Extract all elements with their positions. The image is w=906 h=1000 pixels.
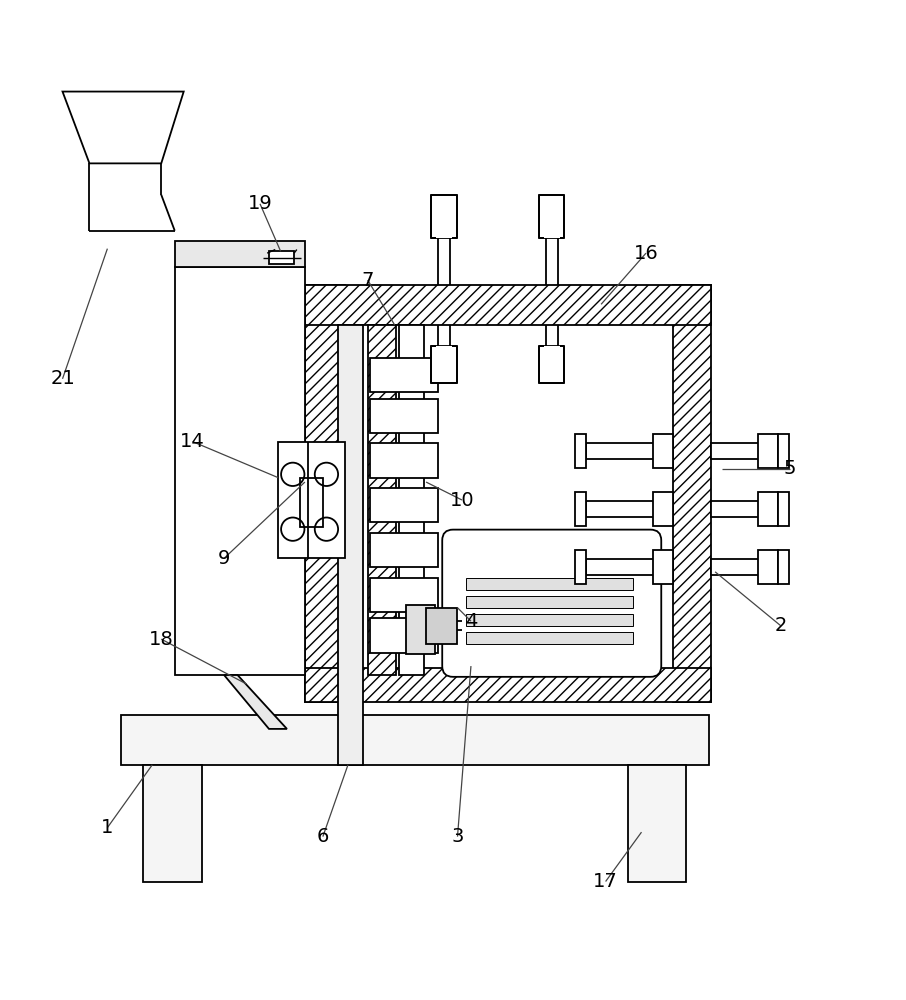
Bar xyxy=(586,443,673,459)
Text: 16: 16 xyxy=(633,244,659,263)
Bar xyxy=(305,285,345,702)
Bar xyxy=(406,605,435,654)
Bar xyxy=(586,559,673,575)
Bar xyxy=(436,199,452,238)
Text: 2: 2 xyxy=(775,616,786,635)
Bar xyxy=(467,578,632,590)
Bar xyxy=(586,501,673,517)
Bar xyxy=(758,434,778,468)
Bar xyxy=(175,267,305,675)
Text: 21: 21 xyxy=(50,369,75,388)
Bar xyxy=(371,358,438,392)
Text: 4: 4 xyxy=(465,612,477,631)
Text: 19: 19 xyxy=(247,194,273,213)
Bar xyxy=(338,325,363,765)
Bar xyxy=(544,199,560,238)
Bar xyxy=(143,765,202,882)
Bar xyxy=(120,715,708,765)
Text: 10: 10 xyxy=(449,491,474,510)
Bar xyxy=(371,578,438,612)
Bar xyxy=(778,434,789,468)
Text: 6: 6 xyxy=(317,827,329,846)
Bar xyxy=(653,492,673,526)
Text: 5: 5 xyxy=(784,459,795,478)
Bar xyxy=(431,195,457,238)
Bar xyxy=(778,550,789,584)
Bar xyxy=(436,346,452,379)
Bar xyxy=(269,251,294,264)
Bar xyxy=(175,241,305,267)
Bar xyxy=(371,443,438,478)
Bar xyxy=(673,285,710,702)
Text: 17: 17 xyxy=(593,872,618,891)
Bar xyxy=(758,550,778,584)
FancyBboxPatch shape xyxy=(442,530,661,677)
Bar xyxy=(653,434,673,468)
Bar xyxy=(758,492,778,526)
Text: 1: 1 xyxy=(101,818,113,837)
Bar xyxy=(371,399,438,433)
Text: 14: 14 xyxy=(180,432,205,451)
Bar xyxy=(467,614,632,626)
Text: 18: 18 xyxy=(149,630,174,649)
Bar xyxy=(778,492,789,526)
Bar xyxy=(575,434,586,468)
Bar xyxy=(467,596,632,608)
Bar xyxy=(575,492,586,526)
Bar xyxy=(539,195,564,238)
Bar xyxy=(371,533,438,567)
Bar xyxy=(305,668,710,702)
Bar xyxy=(431,346,457,383)
Bar xyxy=(628,765,687,882)
Bar xyxy=(368,325,397,675)
Bar xyxy=(400,325,424,675)
Polygon shape xyxy=(224,675,287,729)
Bar xyxy=(710,559,778,575)
Bar xyxy=(426,608,458,644)
Text: 3: 3 xyxy=(451,827,464,846)
Bar xyxy=(653,550,673,584)
Bar xyxy=(539,346,564,383)
Bar xyxy=(371,488,438,522)
Polygon shape xyxy=(63,92,184,163)
Bar xyxy=(345,325,673,668)
Bar xyxy=(467,632,632,644)
Bar xyxy=(278,442,345,558)
Bar xyxy=(575,550,586,584)
Bar xyxy=(710,501,778,517)
Bar xyxy=(710,443,778,459)
Bar xyxy=(371,618,438,653)
Bar xyxy=(305,285,710,325)
Bar xyxy=(301,478,323,527)
Bar xyxy=(544,346,560,379)
Text: 7: 7 xyxy=(361,271,374,290)
Text: 9: 9 xyxy=(218,549,230,568)
